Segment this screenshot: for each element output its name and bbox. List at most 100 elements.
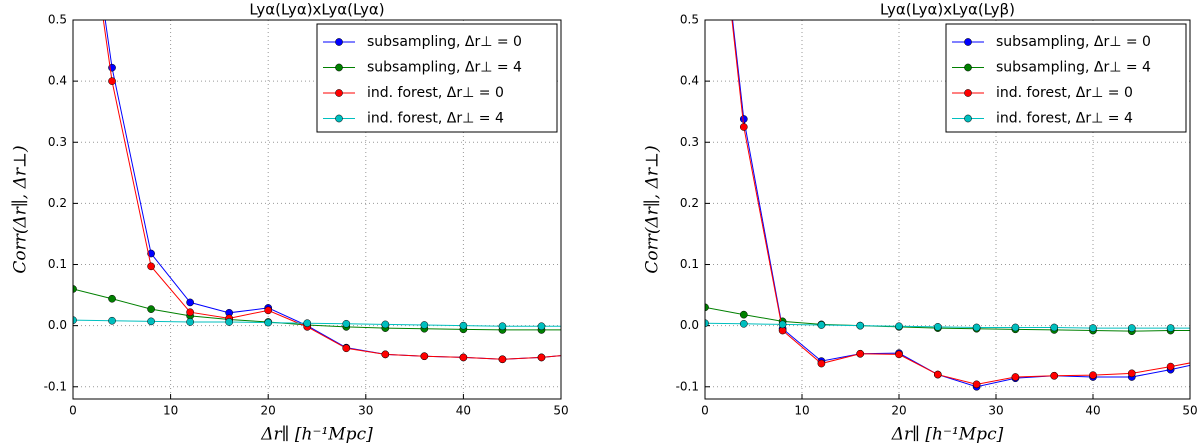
x-tick-label: 50 — [1182, 404, 1197, 418]
point — [739, 123, 748, 131]
point — [895, 322, 903, 331]
series-line — [73, 288, 561, 331]
point — [1089, 324, 1097, 332]
point — [186, 298, 194, 307]
point — [739, 310, 748, 319]
point — [303, 319, 312, 328]
point — [420, 352, 429, 361]
y-tick-label: 0.4 — [48, 74, 67, 88]
legend-marker — [335, 89, 343, 97]
point — [1127, 324, 1136, 332]
chart-title: Lyα(Lyα)xLyα(Lyα) — [249, 1, 384, 19]
legend-label: ind. forest, Δr⊥ = 0 — [996, 85, 1133, 101]
point — [225, 318, 234, 326]
legend-label: ind. forest, Δr⊥ = 4 — [996, 111, 1133, 127]
y-tick-label: -0.1 — [44, 379, 67, 393]
x-tick-label: 10 — [794, 404, 809, 418]
point — [577, 350, 584, 357]
point — [817, 321, 826, 329]
legend-label: subsampling, Δr⊥ = 0 — [367, 34, 522, 50]
point — [420, 321, 429, 329]
legend-label: subsampling, Δr⊥ = 4 — [996, 60, 1151, 76]
x-tick-label: 40 — [1085, 404, 1100, 418]
point — [186, 318, 194, 326]
point — [739, 115, 748, 123]
legend-marker — [964, 89, 972, 97]
legend-marker — [335, 114, 343, 123]
y-tick-label: 0.1 — [48, 257, 67, 271]
series-line — [705, 322, 1190, 329]
plot-area — [705, 20, 1190, 391]
point — [1011, 323, 1020, 332]
point — [342, 319, 351, 328]
point — [459, 321, 468, 330]
axes-frame — [72, 19, 562, 400]
x-tick-label: 0 — [69, 404, 77, 418]
point — [577, 326, 584, 333]
point — [739, 319, 748, 328]
y-tick-label: 0.4 — [680, 74, 699, 88]
point — [264, 318, 273, 327]
point — [264, 306, 273, 315]
point — [577, 350, 584, 357]
point — [577, 323, 584, 330]
point — [498, 355, 507, 364]
x-axis-label: Δr∥ [h⁻¹Mpc] — [891, 425, 1004, 445]
plot-area — [73, 20, 584, 364]
series-line — [73, 319, 561, 327]
legend-marker — [335, 63, 343, 72]
point — [537, 322, 546, 331]
y-tick-label: 0.5 — [680, 13, 699, 27]
point — [1089, 371, 1097, 380]
x-tick-label: 40 — [456, 404, 471, 418]
legend-marker — [335, 38, 343, 46]
point — [856, 321, 865, 330]
x-tick-label: 0 — [701, 404, 709, 418]
point — [147, 262, 155, 271]
y-tick-label: -0.1 — [676, 379, 699, 393]
chart-title: Lyα(Lyα)xLyα(Lyβ) — [880, 1, 1015, 19]
point — [1050, 323, 1059, 332]
x-tick-label: 10 — [163, 404, 178, 418]
point — [856, 349, 865, 358]
point — [498, 322, 507, 331]
point — [972, 323, 981, 332]
axes-frame — [704, 19, 1191, 400]
x-tick-label: 20 — [891, 404, 906, 418]
y-tick-label: 0.0 — [48, 318, 67, 332]
point — [459, 353, 468, 362]
chart: Lyα(Lyα)xLyα(Lyβ) Δr∥ [h⁻¹Mpc] Corr(Δr∥, Δ… — [643, 1, 1198, 445]
y-tick-label: 0.0 — [680, 318, 699, 332]
point — [537, 353, 546, 362]
y-axis-label: Corr(Δr∥, Δr⊥) — [11, 145, 31, 273]
point — [381, 350, 390, 359]
point — [1166, 362, 1175, 371]
chart: Lyα(Lyα)xLyα(Lyα) Δr∥ [h⁻¹Mpc] Corr(Δr∥, Δ… — [11, 1, 584, 445]
point — [147, 305, 155, 313]
legend-marker — [964, 114, 972, 123]
series-line — [102, 20, 561, 360]
legend-label: subsampling, Δr⊥ = 0 — [996, 34, 1151, 50]
y-tick-label: 0.2 — [680, 196, 699, 210]
legend-box — [316, 23, 558, 133]
legend-label: ind. forest, Δr⊥ = 4 — [367, 111, 504, 127]
point — [381, 320, 390, 329]
point — [108, 294, 116, 303]
x-tick-label: 50 — [553, 404, 568, 418]
point — [778, 320, 787, 329]
point — [108, 316, 116, 325]
x-tick-label: 20 — [261, 404, 276, 418]
y-tick-label: 0.5 — [48, 13, 67, 27]
y-tick-label: 0.1 — [680, 257, 699, 271]
y-axis-label: Corr(Δr∥, Δr⊥) — [643, 145, 663, 273]
point — [342, 344, 351, 353]
point — [1166, 324, 1175, 332]
series-line — [705, 306, 1190, 332]
point — [147, 249, 155, 258]
legend-label: ind. forest, Δr⊥ = 0 — [367, 85, 504, 101]
point — [186, 308, 194, 317]
legend-marker — [964, 38, 972, 46]
legend-box — [945, 23, 1187, 133]
x-axis-label: Δr∥ [h⁻¹Mpc] — [260, 425, 373, 445]
